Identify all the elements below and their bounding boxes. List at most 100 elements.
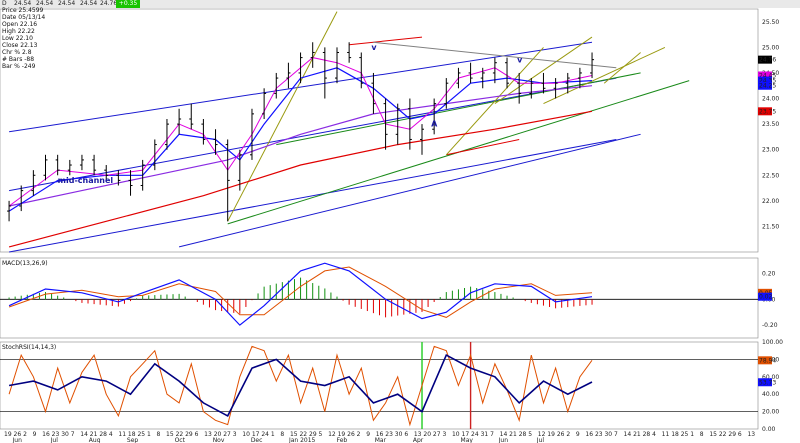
x-day-label: 30 — [395, 431, 403, 438]
x-day-label: 6 — [404, 431, 408, 438]
x-day-label: 30 — [61, 431, 69, 438]
macd-badge — [758, 292, 772, 301]
x-day-label: 6 — [195, 431, 199, 438]
x-day-label: 23 — [595, 431, 603, 438]
x-month-label: Oct — [175, 437, 186, 443]
ma-red-line — [8, 110, 593, 248]
x-day-label: 22 — [299, 431, 307, 438]
x-day-label: 16 — [376, 431, 384, 438]
x-day-label: 3 — [233, 431, 237, 438]
x-day-label: 8 — [280, 431, 284, 438]
macd-tick-label: 0.20 — [762, 270, 776, 277]
x-day-label: 26 — [14, 431, 22, 438]
toolbar-item-0[interactable]: D — [2, 0, 7, 7]
trend-line — [178, 133, 641, 248]
x-day-label: 21 — [633, 431, 641, 438]
stoch-tick-label: 60.00 — [762, 374, 779, 381]
price-badge — [758, 81, 772, 90]
x-day-label: 19 — [4, 431, 12, 438]
trend-line — [445, 47, 544, 156]
x-month-label: Aug — [89, 437, 101, 443]
stoch-badge-label: 53.73 — [759, 379, 776, 386]
mark-v-1: v — [371, 43, 377, 52]
x-month-label: Feb — [337, 437, 348, 443]
x-day-label: 15 — [166, 431, 174, 438]
x-month-label: Sep — [127, 437, 139, 443]
x-day-label: 29 — [728, 431, 736, 438]
x-day-label: 10 — [242, 431, 250, 438]
macd-signal-line — [8, 266, 593, 318]
x-day-label: 28 — [99, 431, 107, 438]
trend-line — [494, 36, 593, 105]
trend-line — [373, 41, 617, 69]
x-day-label: 13 — [204, 431, 212, 438]
x-day-label: 22 — [719, 431, 727, 438]
x-day-label: 9 — [576, 431, 580, 438]
trend-line — [9, 77, 617, 192]
stoch-tick-label: 20.00 — [762, 409, 779, 416]
x-day-label: 11 — [118, 431, 126, 438]
x-day-label: 30 — [604, 431, 612, 438]
info-line: Open 22.16 — [2, 21, 37, 28]
price-badge-label: 24.35 — [759, 78, 776, 85]
x-day-label: 27 — [433, 431, 441, 438]
x-month-label: Jun — [498, 437, 509, 443]
info-line: Bar % -249 — [2, 63, 36, 70]
x-day-label: 14 — [624, 431, 632, 438]
x-day-label: 5 — [528, 431, 532, 438]
info-line: Chr % 2.8 — [2, 49, 32, 56]
price-badge — [758, 76, 772, 85]
price-panel — [0, 8, 759, 253]
x-month-label: Mar — [375, 437, 387, 443]
x-day-label: 26 — [347, 431, 355, 438]
macd-badge-label: 0.02 — [759, 294, 773, 301]
trend-line — [227, 11, 338, 222]
mid-channel-label: mid-channel — [58, 176, 114, 185]
x-day-label: 13 — [747, 431, 755, 438]
x-day-label: 7 — [614, 431, 618, 438]
x-day-label: 31 — [481, 431, 489, 438]
x-day-label: 2 — [23, 431, 27, 438]
price-tick-label: 25.00 — [762, 44, 779, 51]
stoch-badge — [758, 378, 772, 387]
x-day-label: 25 — [137, 431, 145, 438]
stoch-label: StochRSI(14,14,3) — [2, 344, 56, 351]
toolbar-item-5: 24.76 — [100, 0, 118, 7]
x-day-label: 24 — [261, 431, 269, 438]
x-day-label: 3 — [442, 431, 446, 438]
trend-line — [349, 36, 423, 46]
x-day-label: 20 — [214, 431, 222, 438]
info-line: Close 22.13 — [2, 42, 38, 49]
stoch-panel — [0, 341, 759, 430]
trend-line — [9, 41, 593, 133]
trend-line — [446, 139, 520, 156]
stoch-tick-label: 40.00 — [762, 391, 779, 398]
x-day-label: 21 — [90, 431, 98, 438]
x-month-label: May — [461, 437, 474, 443]
price-badge-label: 24.76 — [759, 57, 776, 64]
x-day-label: 6 — [738, 431, 742, 438]
macd-tick-label: -0.20 — [762, 322, 778, 329]
price-tick-label: 25.50 — [762, 19, 779, 26]
price-badge-label: 24.45 — [759, 73, 776, 80]
ma-purple-line — [8, 85, 593, 207]
x-day-label: 17 — [252, 431, 260, 438]
toolbar-item-3: 24.54 — [58, 0, 76, 7]
price-tick-label: 22.00 — [762, 198, 779, 205]
x-day-label: 27 — [223, 431, 231, 438]
stoch-badge — [758, 356, 772, 365]
x-day-label: 12 — [538, 431, 546, 438]
x-day-label: 9 — [33, 431, 37, 438]
price-badge — [758, 107, 772, 116]
x-day-label: 29 — [309, 431, 317, 438]
price-tick-label: 23.00 — [762, 147, 779, 154]
x-day-label: 20 — [423, 431, 431, 438]
price-badge-label: 24.25 — [759, 83, 776, 90]
x-day-label: 1 — [690, 431, 694, 438]
stoch-d-line — [8, 353, 593, 417]
x-day-label: 23 — [385, 431, 393, 438]
x-month-label: Jul — [50, 437, 59, 443]
x-day-label: 5 — [319, 431, 323, 438]
